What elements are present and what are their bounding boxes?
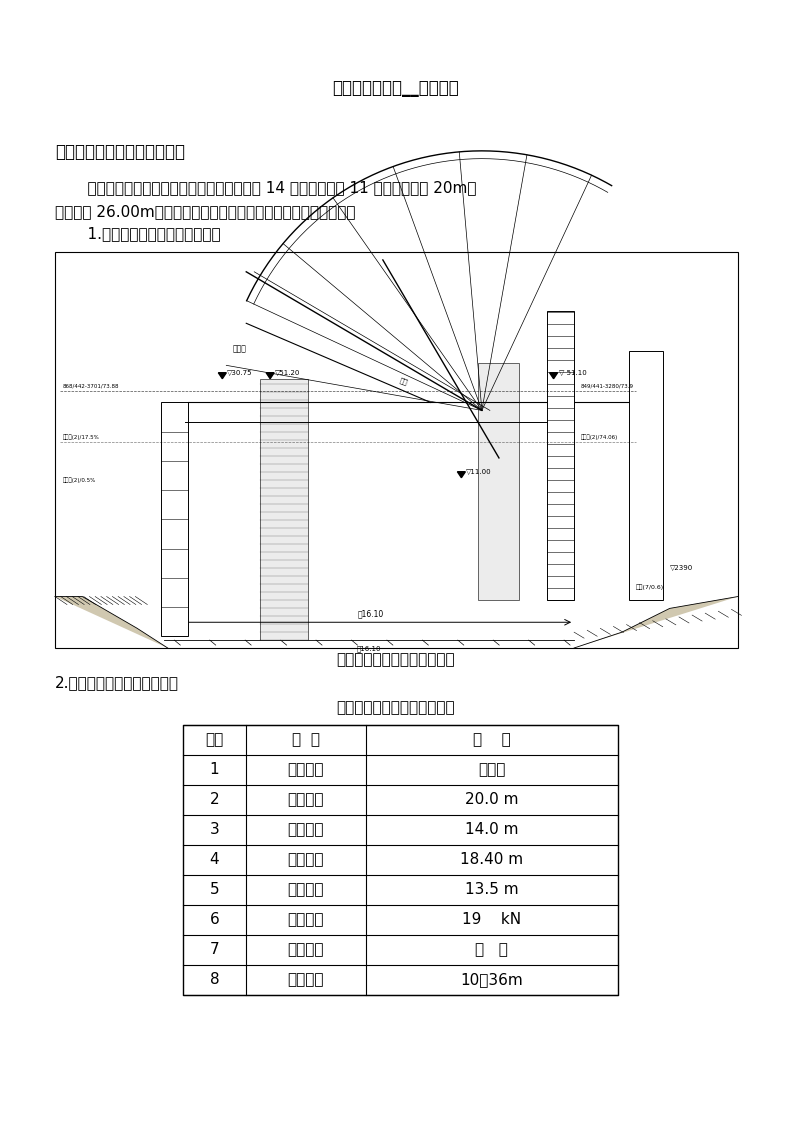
Text: 4: 4	[209, 853, 220, 867]
Text: 5: 5	[209, 883, 220, 898]
Text: ▽ 51.10: ▽ 51.10	[558, 369, 586, 375]
Text: 849/441-3280/73.9: 849/441-3280/73.9	[581, 384, 634, 388]
Text: 支铰型式: 支铰型式	[288, 942, 324, 957]
Text: 13.5 m: 13.5 m	[465, 883, 519, 898]
Text: 堰顶高程 26.00m。挡水采用弧形工作门，由两台液压启闭机启闭。: 堰顶高程 26.00m。挡水采用弧形工作门，由两台液压启闭机启闭。	[55, 204, 355, 220]
Text: 1.泄洪闸金属结构剖面布置总图: 1.泄洪闸金属结构剖面布置总图	[68, 227, 220, 241]
Text: ▽51.20: ▽51.20	[275, 369, 301, 375]
Text: 支铰高度: 支铰高度	[288, 973, 324, 987]
Text: 公称梁: 公称梁	[232, 344, 247, 353]
Bar	[183, 725, 618, 995]
Bar	[546, 312, 574, 600]
Text: 8: 8	[209, 973, 220, 987]
Text: 7: 7	[209, 942, 220, 957]
Text: 参    数: 参 数	[473, 733, 511, 747]
Text: ▽30.75: ▽30.75	[228, 369, 253, 375]
Text: 辅梁(7/0.6): 辅梁(7/0.6)	[635, 585, 664, 589]
Text: 一．泄洪闸工作闸门基本概况: 一．泄洪闸工作闸门基本概况	[55, 142, 185, 160]
Polygon shape	[55, 597, 167, 649]
Text: 序号: 序号	[205, 733, 224, 747]
Polygon shape	[458, 471, 465, 478]
Text: 2.泄洪闸工作闸门的主要参数: 2.泄洪闸工作闸门的主要参数	[55, 675, 179, 690]
Bar	[260, 379, 308, 640]
Text: 名  称: 名 称	[292, 733, 320, 747]
Polygon shape	[218, 373, 226, 379]
Polygon shape	[574, 597, 738, 649]
Text: 20.0 m: 20.0 m	[465, 792, 519, 808]
Text: 18.40 m: 18.40 m	[460, 853, 523, 867]
Bar	[478, 362, 519, 600]
Text: 支承跨度: 支承跨度	[288, 853, 324, 867]
Text: 6: 6	[209, 912, 220, 928]
Text: 露顶式: 露顶式	[478, 763, 506, 778]
Text: 泄洪闸工作闸门的主要参数表: 泄洪闸工作闸门的主要参数表	[337, 700, 455, 716]
Text: 868/442-3701/73.88: 868/442-3701/73.88	[63, 384, 120, 388]
Bar	[629, 351, 663, 600]
Polygon shape	[550, 373, 557, 379]
Text: 设计水头: 设计水头	[288, 883, 324, 898]
Text: 泄洪闸坝段布置于河道两侧主槽，左槽布置 14 孔，右槽布置 11 孔，孔口净宽 20m，: 泄洪闸坝段布置于河道两侧主槽，左槽布置 14 孔，右槽布置 11 孔，孔口净宽 …	[68, 181, 477, 195]
Text: 闸门型式: 闸门型式	[288, 763, 324, 778]
Polygon shape	[266, 373, 274, 379]
Text: 3: 3	[209, 822, 220, 837]
Text: 门16.10: 门16.10	[357, 645, 381, 652]
Text: 边坡比(2)/74.06): 边坡比(2)/74.06)	[581, 434, 619, 440]
Text: 前辙道(2)/0.5%: 前辙道(2)/0.5%	[63, 477, 96, 482]
Text: 泄洪闸工作闸门__施工方案: 泄洪闸工作闸门__施工方案	[332, 79, 459, 96]
Text: 闸门高度: 闸门高度	[288, 822, 324, 837]
Text: 球   铰: 球 铰	[476, 942, 508, 957]
Text: 总水压力: 总水压力	[288, 912, 324, 928]
Bar	[161, 403, 188, 636]
Text: 1: 1	[209, 763, 220, 778]
Text: 泄洪闸金属结构剖面布置总图: 泄洪闸金属结构剖面布置总图	[337, 653, 455, 668]
Bar	[55, 252, 738, 649]
Text: 14.0 m: 14.0 m	[465, 822, 519, 837]
Text: 孔口宽度: 孔口宽度	[288, 792, 324, 808]
Text: 10．36m: 10．36m	[461, 973, 523, 987]
Text: 门16.10: 门16.10	[358, 609, 384, 618]
Text: 支撑: 支撑	[399, 377, 409, 386]
Text: ▽11.00: ▽11.00	[466, 468, 492, 473]
Text: 2: 2	[209, 792, 220, 808]
Text: ▽2390: ▽2390	[670, 563, 693, 570]
Text: 存辙道(2)/17.5%: 存辙道(2)/17.5%	[63, 434, 100, 440]
Text: 19    kN: 19 kN	[462, 912, 522, 928]
